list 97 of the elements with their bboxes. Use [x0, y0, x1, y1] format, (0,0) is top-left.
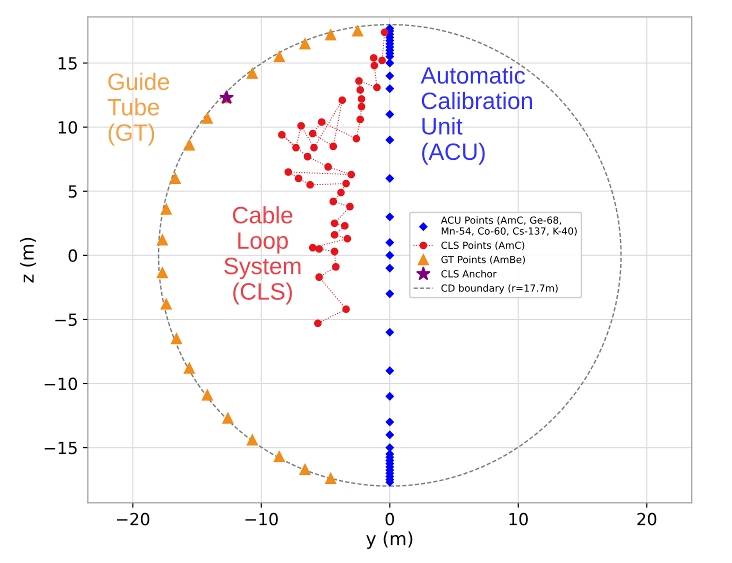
legend-label: GT Points (AmBe) [441, 256, 525, 264]
point [299, 464, 311, 475]
point [156, 267, 168, 278]
point [202, 390, 213, 401]
point [378, 56, 386, 64]
x-tick-label: −10 [245, 512, 278, 526]
point [338, 96, 346, 104]
y-tick-label: 10 [58, 121, 78, 134]
point [246, 68, 258, 79]
point [347, 170, 356, 178]
point [386, 72, 394, 80]
point [278, 131, 286, 139]
point [315, 245, 323, 253]
point [342, 305, 350, 313]
point [370, 62, 378, 70]
y-axis-title: z (m) [20, 238, 36, 282]
point [184, 140, 195, 151]
y-tick-label: 0 [68, 249, 78, 262]
point [310, 144, 318, 152]
point [386, 392, 394, 400]
y-tick-label: 5 [68, 185, 77, 198]
point [356, 86, 364, 94]
point [386, 264, 394, 272]
point [160, 298, 172, 310]
point [330, 219, 338, 228]
point [386, 58, 394, 68]
point [324, 163, 332, 171]
point [170, 172, 181, 184]
point [284, 168, 292, 176]
point [352, 25, 364, 37]
point [337, 188, 345, 196]
point [352, 134, 360, 142]
point [292, 144, 300, 152]
annotation: Automatic Calibration Unit (ACU) [420, 66, 532, 165]
point [386, 238, 394, 247]
annotation: Guide Tube (GT) [108, 72, 170, 146]
point [274, 451, 285, 462]
point [386, 84, 394, 93]
point [222, 412, 234, 424]
point [329, 142, 338, 150]
legend-label: CLS Points (AmC) [441, 241, 524, 250]
point [373, 84, 381, 92]
y-tick-label: −5 [55, 314, 77, 326]
point [325, 472, 336, 484]
point [156, 234, 168, 246]
x-tick-label: −20 [116, 512, 150, 526]
point [330, 231, 338, 239]
point [184, 362, 195, 374]
point [346, 202, 354, 210]
x-axis-title: y (m) [366, 531, 412, 549]
annotation: Cable Loop System (CLS) [224, 206, 300, 304]
x-tick-label: 0 [386, 512, 394, 526]
point [358, 102, 366, 110]
point [386, 444, 394, 452]
point [246, 434, 258, 446]
point [308, 130, 317, 138]
y-tick-label: 15 [58, 57, 77, 70]
point [386, 366, 394, 375]
x-tick-label: 10 [510, 512, 528, 526]
point [370, 54, 378, 62]
point [386, 212, 394, 222]
point [170, 333, 182, 344]
x-tick-label: 20 [637, 512, 656, 526]
point [355, 77, 363, 85]
point [386, 430, 394, 439]
point [344, 234, 352, 242]
point [341, 222, 349, 230]
point [332, 263, 340, 271]
point [329, 198, 338, 206]
point [294, 174, 302, 182]
point [160, 204, 172, 215]
point [314, 319, 322, 328]
legend-label: ACU Points (AmC, Ge-68, Mn-54, Co-60, Cs-137, K-40) [440, 216, 577, 236]
point [202, 112, 213, 124]
point [358, 95, 366, 103]
point [386, 290, 394, 298]
y-tick-label: −10 [44, 377, 78, 390]
point [330, 248, 338, 256]
point [308, 244, 317, 252]
point [299, 38, 311, 50]
point [386, 110, 394, 118]
legend-label: CD boundary (r=17.7m) [441, 284, 558, 294]
point [386, 418, 394, 426]
point [318, 118, 326, 126]
point [297, 122, 305, 130]
point [306, 181, 314, 189]
point [304, 152, 312, 160]
point [274, 51, 285, 62]
point [386, 174, 394, 183]
point [342, 180, 350, 188]
point [315, 273, 323, 281]
point [356, 116, 364, 124]
point [386, 328, 394, 336]
point [386, 136, 394, 144]
y-tick-label: −15 [44, 442, 77, 454]
point [325, 29, 336, 40]
legend-label: CLS Anchor [441, 270, 497, 278]
